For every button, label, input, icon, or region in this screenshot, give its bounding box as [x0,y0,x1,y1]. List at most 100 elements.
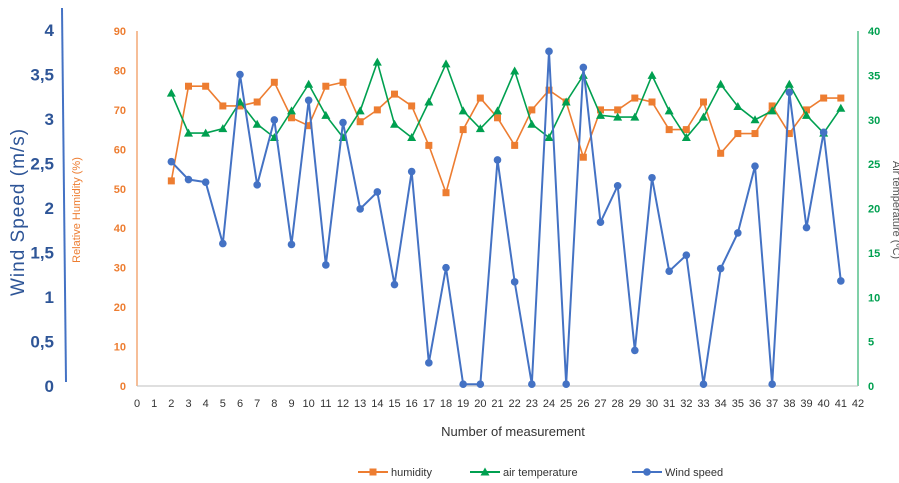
wind-axis-line [61,7,67,383]
humidity-tick-label: 30 [114,263,126,275]
x-tick-label: 12 [337,398,349,410]
wind-speed-point [596,218,605,227]
air-temperature-point [441,59,451,68]
wind-speed-point [682,251,691,259]
air-temperature-point [630,112,640,121]
x-tick-label: 42 [852,398,864,410]
humidity-tick-label: 80 [114,65,126,77]
temperature-tick-label: 30 [868,115,880,127]
wind-speed-point [819,128,828,137]
wind-speed-point [734,229,742,237]
temperature-tick-label: 10 [868,292,880,304]
humidity-tick-label: 20 [114,302,126,314]
x-tick-label: 1 [151,398,157,410]
air-temperature-point [372,57,382,66]
air-temperature-point [424,97,434,106]
wind-speed-point [768,380,776,389]
air-temperature-point [802,110,811,119]
x-tick-label: 6 [237,398,243,410]
humidity-point [459,126,467,134]
x-tick-label: 41 [835,398,847,410]
air-temperature-point [733,101,743,110]
x-tick-label: 18 [440,398,452,410]
air-temperature-point [458,106,468,115]
air-temperature-point [252,119,262,128]
x-tick-label: 28 [612,398,624,410]
x-tick-label: 9 [288,398,294,410]
humidity-point [717,149,725,157]
x-tick-label: 38 [783,398,795,410]
x-tick-label: 25 [560,398,572,410]
wind-speed-point [356,205,364,213]
wind-speed-point [442,263,450,272]
air-temperature-point [475,124,485,133]
humidity-point [494,114,501,122]
humidity-point [528,106,536,114]
humidity-point [339,78,347,86]
air-temperature-point [750,115,760,124]
wind-speed-point [493,156,502,164]
air-temperature-point [166,88,176,97]
humidity-point [700,98,707,106]
wind-speed-point [648,173,656,182]
humidity-point [236,102,244,110]
air-temperature-point [784,79,794,88]
air-temperature-point [647,70,657,79]
wind-speed-point [407,167,416,176]
humidity-point [682,126,690,134]
wind-speed-point [751,162,759,170]
air-temperature-point [321,110,331,119]
wind-tick-label: 1 [45,288,54,307]
wind-speed-point [339,118,347,127]
humidity-point [545,86,553,94]
humidity-point [476,94,484,102]
humidity-point [408,102,416,110]
wind-tick-label: 1,5 [30,244,54,263]
wind-tick-label: 0 [45,377,54,396]
x-tick-label: 15 [388,398,400,410]
x-tick-label: 8 [271,398,277,410]
air-temperature-point [493,106,502,115]
x-tick-label: 2 [168,398,174,410]
x-tick-label: 22 [509,398,521,410]
wind-speed-point [785,88,794,97]
x-tick-label: 16 [406,398,418,410]
x-tick-label: 13 [354,398,366,410]
humidity-tick-label: 0 [120,381,126,393]
air-temperature-point [201,128,211,137]
wind-speed-point [236,70,244,79]
temperature-tick-label: 20 [868,204,880,216]
x-tick-label: 39 [800,398,812,410]
humidity-point [751,130,759,138]
air-temperature-point [287,106,296,115]
air-temperature-point [699,112,708,121]
wind-speed-point [253,181,261,189]
wind-speed-point [579,63,588,72]
humidity-point [391,90,398,98]
wind-axis-title: Wind Speed (m/s) [8,128,29,296]
humidity-point [614,106,622,114]
x-tick-label: 17 [423,398,435,410]
air-temperature-point [544,133,554,141]
wind-speed-point [665,267,673,275]
legend-humidity-label: humidity [391,467,432,479]
humidity-point [167,177,175,185]
legend-wind-speed-marker [643,468,651,476]
x-tick-label: 34 [715,398,727,410]
wind-tick-label: 3 [45,110,54,129]
air-temperature-line [170,59,842,139]
wind-speed-point [545,47,553,56]
humidity-tick-label: 50 [114,184,126,196]
x-tick-label: 19 [457,398,469,410]
legend-humidity-marker [369,468,377,476]
temperature-tick-label: 0 [868,381,874,393]
wind-speed-point [304,96,313,105]
humidity-point [425,141,433,149]
humidity-point [253,98,261,106]
wind-speed-point [425,359,433,367]
humidity-point [305,122,313,130]
humidity-point [288,114,295,122]
x-axis-title: Number of measurement [441,424,585,439]
humidity-point [219,102,227,110]
